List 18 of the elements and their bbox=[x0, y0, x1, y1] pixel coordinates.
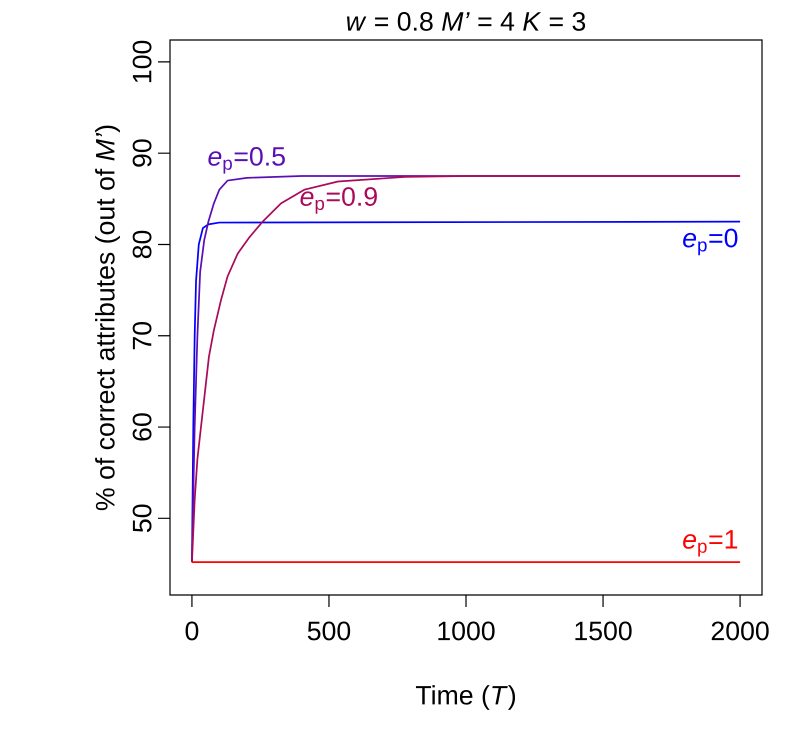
y-tick-label: 100 bbox=[132, 40, 152, 82]
series-label: e$_{p}$=1 bbox=[683, 530, 738, 557]
x-tick-label: 2000 bbox=[712, 622, 769, 640]
y-tick-label: 80 bbox=[132, 230, 152, 258]
x-tick-label: 1000 bbox=[438, 622, 495, 640]
x-tick-label: 0 bbox=[186, 622, 198, 640]
y-tick-label: 50 bbox=[132, 504, 152, 532]
x-axis-title: Time (T) bbox=[416, 685, 516, 710]
chart-title: w = 0.8 M’ = 4 K = 3 bbox=[347, 12, 586, 31]
y-axis-title: % of correct attributes (out of M’) bbox=[95, 126, 120, 510]
series-label: e$_{p}$=0.9 bbox=[300, 187, 377, 214]
y-tick-label: 70 bbox=[132, 322, 152, 350]
y-tick-label: 90 bbox=[132, 139, 152, 167]
series-label: e$_{p}$=0 bbox=[683, 228, 738, 256]
y-tick-label: 60 bbox=[132, 413, 152, 441]
x-tick-label: 500 bbox=[308, 622, 350, 640]
x-tick-label: 1500 bbox=[575, 622, 632, 640]
series-label: e$_{p}$=0.5 bbox=[208, 146, 285, 174]
